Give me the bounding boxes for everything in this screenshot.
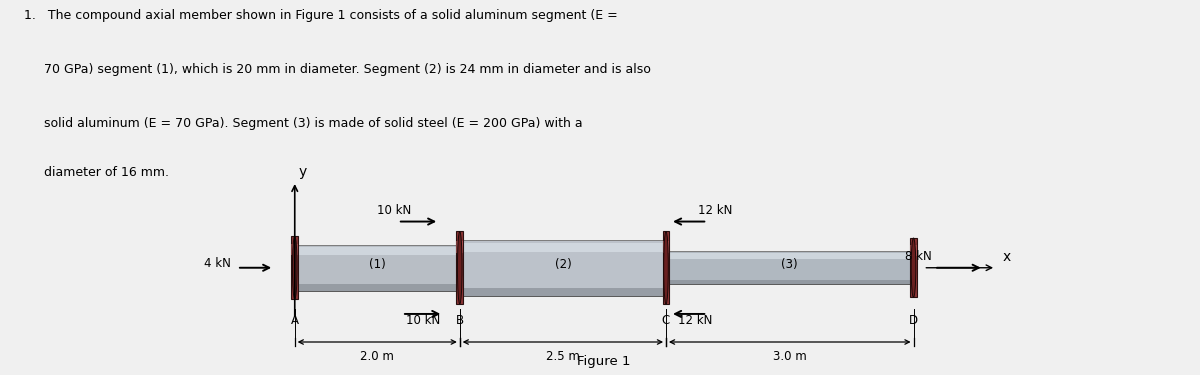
Bar [911, 238, 917, 297]
Text: B: B [456, 314, 464, 327]
Bar [292, 236, 298, 299]
Bar [460, 240, 666, 296]
Text: 1.   The compound axial member shown in Figure 1 consists of a solid aluminum se: 1. The compound axial member shown in Fi… [24, 9, 618, 22]
Bar [662, 231, 670, 304]
Bar [456, 231, 463, 304]
Bar [460, 288, 666, 296]
Bar [295, 284, 460, 291]
Text: x: x [1003, 251, 1010, 264]
Ellipse shape [911, 238, 916, 297]
Text: 2.5 m: 2.5 m [546, 350, 580, 363]
Bar [460, 243, 666, 252]
Ellipse shape [293, 236, 298, 299]
Text: diameter of 16 mm.: diameter of 16 mm. [24, 166, 169, 178]
Text: 2.0 m: 2.0 m [360, 350, 394, 363]
Text: 10 kN: 10 kN [406, 314, 439, 327]
Bar [295, 244, 460, 291]
Text: C: C [662, 314, 670, 327]
Text: 10 kN: 10 kN [377, 204, 410, 217]
Text: 12 kN: 12 kN [698, 204, 733, 217]
Text: 12 kN: 12 kN [678, 314, 713, 327]
Text: D: D [908, 314, 918, 327]
Bar [666, 253, 913, 259]
Text: solid aluminum (E = 70 GPa). Segment (3) is made of solid steel (E = 200 GPa) wi: solid aluminum (E = 70 GPa). Segment (3)… [24, 117, 583, 130]
Text: 3.0 m: 3.0 m [773, 350, 806, 363]
Text: (3): (3) [781, 258, 798, 271]
Text: 8 kN: 8 kN [905, 250, 931, 263]
Bar [666, 251, 913, 284]
Bar [456, 240, 463, 253]
Bar [295, 247, 460, 255]
Text: 70 GPa) segment (1), which is 20 mm in diameter. Segment (2) is 24 mm in diamete: 70 GPa) segment (1), which is 20 mm in d… [24, 63, 650, 76]
Bar [662, 240, 670, 253]
Bar [292, 244, 298, 255]
Ellipse shape [457, 231, 462, 304]
Text: (1): (1) [368, 258, 385, 271]
Text: Figure 1: Figure 1 [577, 356, 631, 368]
Bar [911, 246, 917, 256]
Bar [666, 280, 913, 284]
Text: (2): (2) [554, 258, 571, 271]
Ellipse shape [664, 231, 668, 304]
Text: y: y [299, 165, 307, 178]
Text: 4 kN: 4 kN [204, 257, 230, 270]
Text: A: A [290, 314, 299, 327]
